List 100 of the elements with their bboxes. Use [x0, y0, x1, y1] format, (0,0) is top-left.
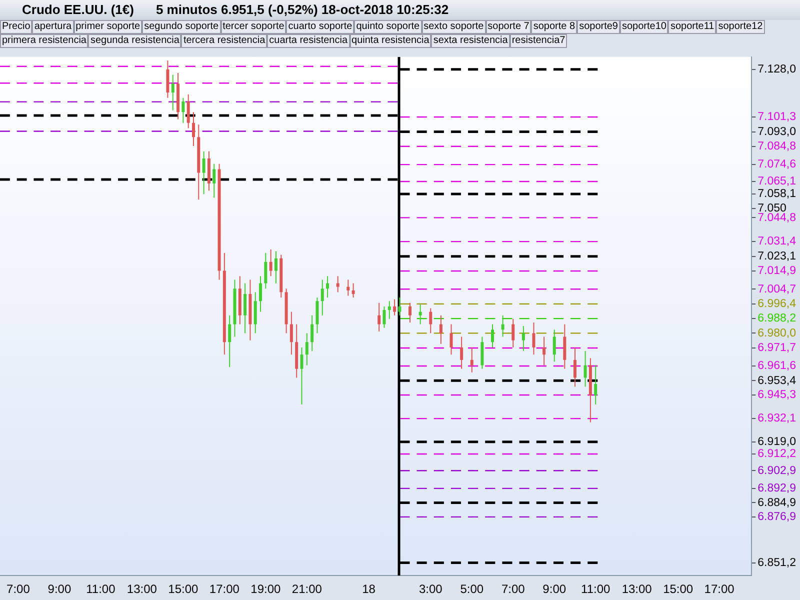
text: Precio — [0, 20, 32, 34]
text: cuarto soporte — [286, 20, 354, 34]
x-tick-label: 3:00 — [418, 582, 443, 596]
candlestick — [300, 346, 304, 405]
text: apertura — [32, 20, 74, 34]
text: quinta resistencia — [350, 34, 432, 48]
text: tercera resistencia — [181, 34, 268, 48]
candlestick — [594, 364, 598, 405]
y-tick-label: 7.058,1 — [758, 188, 796, 200]
candlestick — [573, 346, 576, 388]
text: segundo soporte — [142, 20, 221, 34]
y-tick-label: 7.084,8 — [758, 140, 796, 153]
text: soporte9 — [577, 20, 620, 34]
candlestick — [244, 282, 247, 334]
text: primera resistencia — [0, 34, 88, 48]
candlestick — [584, 350, 587, 388]
candlestick — [212, 163, 216, 198]
x-tick-label: 7:00 — [501, 582, 526, 596]
candlestick — [264, 252, 268, 290]
x-tick-label: 18 — [362, 582, 376, 596]
x-tick-label: 17:00 — [704, 582, 735, 596]
x-tick-label: 9:00 — [48, 582, 72, 596]
candlestick — [382, 306, 386, 328]
candlestick — [429, 308, 432, 334]
y-tick-label: 6.971,7 — [758, 342, 796, 354]
candlestick — [274, 250, 278, 284]
y-tick-label: 7.004,7 — [758, 283, 796, 296]
y-tick-label: 6.884,9 — [758, 496, 796, 509]
text: soporte10 — [620, 20, 668, 34]
text: soporte12 — [716, 20, 765, 34]
x-tick-label: 5:00 — [460, 582, 484, 596]
text: cuarta resistencia — [267, 34, 350, 48]
candlestick — [480, 336, 484, 370]
x-tick-label: 11:00 — [86, 582, 116, 596]
candlestick — [352, 282, 355, 298]
text: resistencia7 — [510, 34, 568, 48]
candlestick — [378, 302, 381, 332]
x-tick-label: 19:00 — [250, 582, 282, 596]
candlestick — [310, 314, 314, 352]
candlestick — [290, 311, 293, 356]
candlestick — [393, 298, 396, 316]
y-tick-label: 6.953,4 — [758, 374, 797, 387]
x-tick-label: 13:00 — [622, 582, 652, 596]
candlestick — [470, 346, 474, 373]
candlestick — [192, 112, 195, 147]
candlestick — [305, 332, 308, 366]
y-tick-label: 6.988,2 — [758, 312, 796, 325]
candlestick — [171, 74, 174, 111]
candlestick — [542, 336, 546, 366]
y-tick-label: 7.074,6 — [758, 158, 796, 171]
x-tick-label: 15:00 — [663, 582, 694, 596]
candlestick — [552, 329, 556, 362]
candlestick — [320, 279, 324, 316]
x-tick-label: 15:00 — [168, 582, 199, 596]
text: soporte 7 — [486, 20, 532, 34]
candlestick — [532, 322, 536, 356]
text: tercer soporte — [220, 20, 286, 34]
y-tick-label: 7.014,9 — [758, 265, 796, 278]
y-tick-label: 6.996,4 — [758, 298, 797, 310]
candlestick — [259, 276, 262, 312]
y-tick-label: 7.093,0 — [758, 126, 796, 138]
y-tick-label: 7.044,8 — [758, 212, 796, 224]
candlestick — [202, 150, 206, 195]
candlestick — [346, 279, 350, 296]
x-tick-label: 13:00 — [126, 582, 158, 596]
text: segunda resistencia — [88, 34, 182, 48]
x-tick-label: 17:00 — [209, 582, 240, 596]
candlestick — [450, 324, 453, 356]
candlestick — [398, 297, 402, 316]
candlestick — [326, 276, 330, 298]
candlestick — [490, 324, 494, 348]
text: soporte 8 — [531, 20, 578, 34]
y-tick-label: 6.912,2 — [758, 448, 796, 460]
candlestick — [166, 60, 170, 98]
candlestick — [228, 314, 232, 368]
candlestick — [418, 304, 422, 325]
y-tick-label: 6.851,2 — [758, 556, 796, 569]
y-tick-label: 7.128,0 — [758, 64, 796, 76]
y-tick-label: 6.932,1 — [758, 412, 796, 425]
candlestick — [512, 318, 515, 348]
text: primer soporte — [74, 20, 142, 34]
candlestick — [316, 297, 319, 334]
candlestick — [408, 302, 412, 323]
y-tick-label: 6.980,0 — [758, 327, 796, 340]
candlestick — [563, 324, 566, 370]
y-tick-label: 6.945,3 — [758, 389, 796, 402]
candlestick — [182, 97, 185, 124]
x-tick-label: 9:00 — [542, 582, 566, 596]
y-tick-label: 7.023,1 — [758, 250, 796, 263]
y-tick-label: 7.101,3 — [758, 111, 796, 124]
y-tick-label: 6.919,0 — [758, 436, 796, 448]
text: sexto soporte — [422, 20, 486, 34]
candlestick — [269, 248, 272, 277]
text: sexta resistencia — [431, 34, 510, 48]
x-tick-label: 7:00 — [6, 582, 30, 596]
candlestick — [254, 292, 257, 334]
candlestick — [388, 300, 391, 320]
candlestick — [336, 276, 340, 293]
y-tick-label: 6.961,6 — [758, 360, 796, 372]
candlestick — [460, 336, 464, 370]
